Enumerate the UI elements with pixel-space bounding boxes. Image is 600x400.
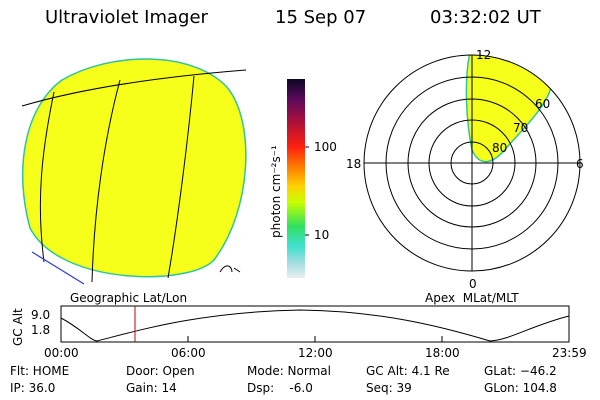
altitude-min-label: 1.8 (31, 323, 51, 337)
time-tick-label: 06:00 (171, 346, 206, 360)
mlat-label-80: 80 (492, 141, 508, 155)
longitude-line (167, 75, 195, 279)
colorbar-unit-label: photon cm⁻²s⁻¹ (269, 145, 283, 238)
geographic-caption: Geographic Lat/Lon (70, 291, 188, 305)
colorbar (287, 79, 309, 278)
mlt-label-12: 12 (476, 48, 492, 62)
mlt-label-6: 6 (576, 157, 584, 171)
geo-latitude-info: GLat: −46.2 (484, 364, 557, 378)
geo-longitude-info: GLon: 104.8 (484, 381, 557, 395)
coastline (31, 251, 85, 285)
colorbar-tick-label: 10 (314, 228, 330, 242)
mlat-label-60: 60 (535, 97, 551, 111)
sequence-info: Seq: 39 (366, 381, 412, 395)
flight-info: Flt: HOME (10, 364, 70, 378)
ip-info: IP: 36.0 (10, 381, 56, 395)
mlt-label-18: 18 (346, 157, 362, 171)
altitude-curve (60, 309, 570, 342)
dsp-info: Dsp: -6.0 (247, 381, 313, 395)
geographic-image-panel (21, 58, 247, 285)
polar-caption: Apex MLat/MLT (425, 291, 519, 305)
altitude-plot (60, 305, 570, 343)
header-date: 15 Sep 07 (275, 7, 367, 28)
time-tick-label: 23:59 (552, 346, 587, 360)
polar-panel (363, 54, 581, 272)
app-title: Ultraviolet Imager (45, 7, 208, 28)
longitude-line (91, 79, 121, 283)
time-tick-label: 12:00 (298, 346, 333, 360)
mlt-label-0: 0 (469, 277, 477, 291)
gc-alt-info: GC Alt: 4.1 Re (366, 364, 450, 378)
time-tick-label: 00:00 (44, 346, 79, 360)
mode-info: Mode: Normal (247, 364, 331, 378)
time-tick-label: 18:00 (425, 346, 460, 360)
earth-disk-image (21, 58, 247, 278)
mlat-label-70: 70 (513, 121, 529, 135)
door-info: Door: Open (126, 364, 195, 378)
longitude-line (39, 91, 55, 263)
altitude-axis-label: GC Alt (11, 308, 25, 346)
header-time: 03:32:02 UT (430, 7, 541, 28)
coastline (219, 265, 241, 273)
colorbar-tick-label: 100 (314, 140, 337, 154)
latitude-line (21, 69, 247, 107)
colorbar-scale (287, 79, 305, 278)
gain-info: Gain: 14 (126, 381, 177, 395)
x-axis-ticks (60, 336, 570, 342)
altitude-max-label: 9.0 (31, 308, 51, 322)
